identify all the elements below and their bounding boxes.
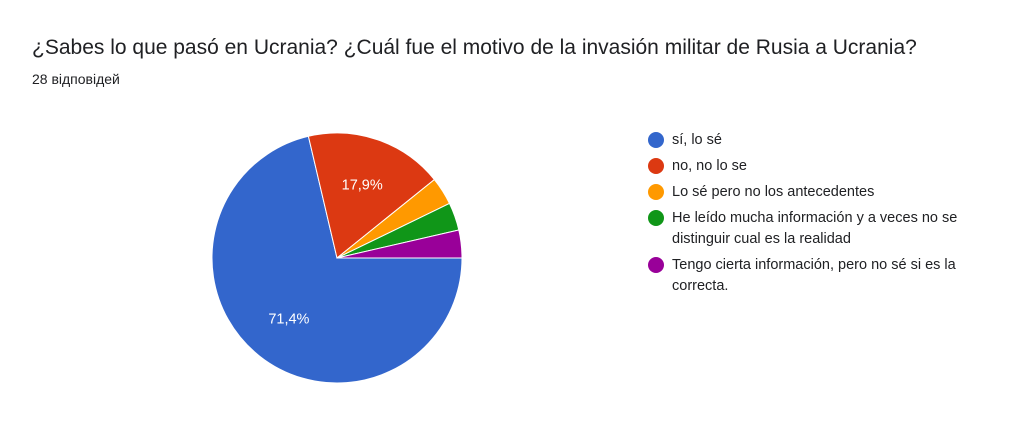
legend-item-si-lo-se[interactable]: sí, lo sé bbox=[648, 130, 968, 151]
pie-data-label: 17,9% bbox=[342, 178, 383, 194]
legend-swatch bbox=[648, 158, 664, 174]
legend-label: He leído mucha información y a veces no … bbox=[672, 210, 958, 247]
chart-title: ¿Sabes lo que pasó en Ucrania? ¿Cuál fue… bbox=[32, 36, 917, 59]
legend-swatch bbox=[648, 184, 664, 200]
response-count: 28 відповідей bbox=[32, 71, 120, 87]
pie-slice-no-no-lo-se[interactable] bbox=[307, 132, 436, 259]
legend-swatch bbox=[648, 257, 664, 273]
legend-item-lo-se-pero-no-antecedentes[interactable]: Lo sé pero no los antecedentes bbox=[648, 182, 968, 203]
legend-label: no, no lo se bbox=[672, 158, 747, 174]
legend-label: Tengo cierta información, pero no sé si … bbox=[672, 257, 956, 294]
pie-data-label: 71,4% bbox=[268, 312, 309, 328]
pie-data-labels: 71,4% 17,9% bbox=[268, 178, 383, 328]
pie-slices bbox=[211, 132, 463, 384]
legend-swatch bbox=[648, 132, 664, 148]
pie-slice-si-lo-se[interactable] bbox=[211, 135, 463, 384]
legend-item-tengo-cierta-informacion[interactable]: Tengo cierta información, pero no sé si … bbox=[648, 255, 968, 297]
pie-slice-tengo-cierta-informacion[interactable] bbox=[336, 229, 463, 259]
legend-label: Lo sé pero no los antecedentes bbox=[672, 184, 875, 200]
chart-legend: sí, lo sé no, no lo se Lo sé pero no los a… bbox=[648, 130, 968, 302]
legend-item-he-leido-mucha-informacion[interactable]: He leído mucha información y a veces no … bbox=[648, 208, 968, 250]
legend-label: sí, lo sé bbox=[672, 132, 722, 148]
legend-item-no-no-lo-se[interactable]: no, no lo se bbox=[648, 156, 968, 177]
legend-swatch bbox=[648, 210, 664, 226]
